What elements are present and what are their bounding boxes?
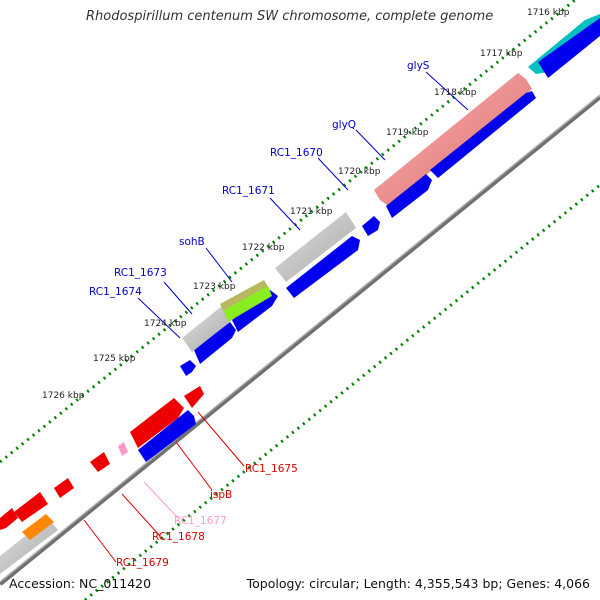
tick-label-1721: 1721 kbp bbox=[290, 207, 333, 217]
genome-summary: Topology: circular; Length: 4,355,543 bp… bbox=[246, 576, 590, 591]
cds-arrow-reverse-1 bbox=[138, 410, 196, 462]
gene-label-RC1_1677[interactable]: RC1_1677 bbox=[174, 515, 227, 527]
accession-label: Accession: NC_011420 bbox=[9, 576, 152, 591]
map-title: Rhodospirillum centenum SW chromosome, c… bbox=[86, 9, 494, 24]
gene-arrow-ispB bbox=[130, 398, 184, 448]
gene-arrow-RC1_1679-a bbox=[54, 478, 74, 498]
tick-label-1724: 1724 kbp bbox=[144, 319, 187, 329]
cds-arrow-RC1_1674 bbox=[180, 360, 196, 376]
tick-label-1722: 1722 kbp bbox=[242, 243, 285, 253]
gene-label-RC1_1670[interactable]: RC1_1670 bbox=[270, 147, 323, 159]
outer-tick-track bbox=[0, 0, 576, 464]
cds-arrow-glyS bbox=[430, 91, 536, 178]
gene-label-ispB[interactable]: ispB bbox=[210, 489, 232, 501]
tick-label-1723: 1723 kbp bbox=[193, 282, 236, 292]
gene-label-RC1_1674[interactable]: RC1_1674 bbox=[89, 286, 142, 298]
gene-arrow-RC1_1678 bbox=[90, 452, 110, 472]
gene-label-RC1_1673[interactable]: RC1_1673 bbox=[114, 267, 167, 279]
tick-label-1720: 1720 kbp bbox=[338, 167, 381, 177]
forward-leader-lines bbox=[137, 71, 469, 339]
gene-arrow-RC1_1677 bbox=[118, 442, 128, 456]
cds-arrow-sohB bbox=[232, 290, 278, 332]
backbone bbox=[0, 95, 600, 586]
tick-label-1717: 1717 kbp bbox=[480, 49, 523, 59]
gene-arrow-RC1_1679-b bbox=[0, 508, 18, 530]
cds-arrow-1 bbox=[538, 18, 600, 78]
tick-label-1725: 1725 kbp bbox=[93, 354, 136, 364]
gene-label-RC1_1679[interactable]: RC1_1679 bbox=[116, 557, 169, 569]
inner-tick-track bbox=[84, 183, 600, 600]
gene-arrow-orange bbox=[22, 514, 54, 540]
tick-label-1719: 1719 kbp bbox=[386, 128, 429, 138]
gene-label-RC1_1675[interactable]: RC1_1675 bbox=[245, 463, 298, 475]
gene-label-RC1_1671[interactable]: RC1_1671 bbox=[222, 185, 275, 197]
misc-feature-1 bbox=[275, 212, 356, 282]
gene-label-RC1_1678[interactable]: RC1_1678 bbox=[152, 531, 205, 543]
tick-label-1726: 1726 kbp bbox=[42, 391, 85, 401]
gene-arrow-RC1_1679-c bbox=[14, 492, 48, 522]
gene-label-glyS[interactable]: glyS bbox=[407, 60, 430, 72]
backbone-highlight bbox=[0, 94, 600, 583]
sohB-feature-green bbox=[224, 286, 272, 322]
gene-arrow-RC1_1675 bbox=[184, 386, 204, 408]
cds-arrow-RC1_1671 bbox=[286, 236, 360, 298]
misc-feature-3 bbox=[0, 518, 58, 574]
gene-label-glyQ[interactable]: glyQ bbox=[332, 119, 356, 131]
cds-arrow-RC1_1673 bbox=[194, 322, 236, 364]
tick-label-1716: 1716 kbp bbox=[527, 8, 570, 18]
rrna-feature bbox=[374, 73, 532, 206]
misc-feature-2 bbox=[182, 306, 232, 352]
cds-arrow-glyQ bbox=[386, 174, 432, 218]
tick-label-1718: 1718 kbp bbox=[434, 88, 477, 98]
reverse-leader-lines bbox=[83, 411, 245, 563]
gene-label-sohB[interactable]: sohB bbox=[179, 236, 205, 248]
cds-arrow-RC1_1670 bbox=[362, 216, 380, 236]
